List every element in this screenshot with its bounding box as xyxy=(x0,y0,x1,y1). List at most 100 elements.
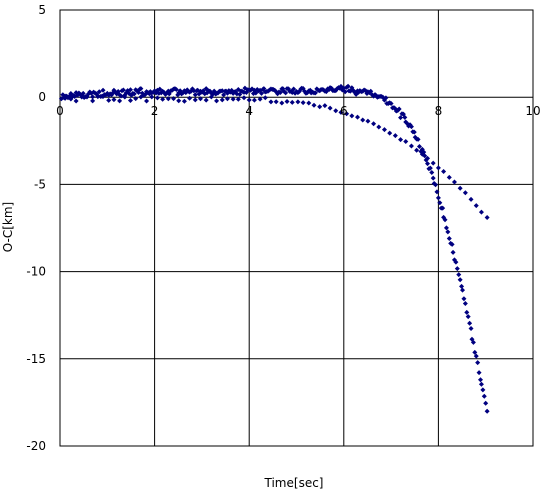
data-point xyxy=(462,301,468,307)
data-point xyxy=(122,94,128,100)
data-point xyxy=(443,225,449,231)
data-point xyxy=(118,93,124,99)
data-point xyxy=(284,99,290,105)
data-point xyxy=(291,86,297,92)
y-axis-title: O-C[km] xyxy=(1,202,15,253)
data-point xyxy=(96,89,102,95)
data-point xyxy=(481,393,487,399)
data-point xyxy=(300,100,306,106)
data-point xyxy=(246,97,252,103)
data-point xyxy=(484,215,490,221)
data-point xyxy=(165,96,171,102)
data-point xyxy=(468,196,474,202)
data-point xyxy=(402,114,408,120)
data-point xyxy=(230,96,236,102)
data-point xyxy=(477,377,483,383)
data-point xyxy=(312,90,318,96)
x-tick-label: 6 xyxy=(340,104,348,118)
data-point xyxy=(383,95,389,101)
data-point xyxy=(251,97,257,103)
data-point xyxy=(388,100,394,106)
data-point xyxy=(100,87,106,93)
data-point xyxy=(480,387,486,393)
data-point xyxy=(125,88,131,94)
data-point xyxy=(235,96,241,102)
data-point xyxy=(396,106,402,112)
data-point xyxy=(398,115,404,121)
data-point xyxy=(454,266,460,272)
data-point xyxy=(425,161,431,167)
data-point xyxy=(408,143,414,149)
data-point xyxy=(427,165,433,171)
data-point xyxy=(187,95,193,101)
data-point xyxy=(415,136,421,142)
data-point xyxy=(387,130,393,136)
data-point xyxy=(376,124,382,130)
data-point xyxy=(181,98,187,104)
data-point xyxy=(311,102,317,108)
data-point xyxy=(333,108,339,114)
data-point xyxy=(430,175,436,181)
data-point xyxy=(365,118,371,124)
data-point xyxy=(224,96,230,102)
y-tick-labels: 5 0 -5 -10 -15 -20 xyxy=(26,3,46,453)
data-point xyxy=(258,90,264,96)
data-point xyxy=(381,127,387,133)
data-point xyxy=(483,400,489,406)
data-point xyxy=(279,100,285,106)
data-point xyxy=(467,320,473,326)
data-point xyxy=(208,94,214,100)
data-point xyxy=(459,283,465,289)
y-tick-label: -15 xyxy=(26,352,46,366)
data-point xyxy=(219,97,225,103)
data-point xyxy=(398,137,404,143)
x-tick-label: 4 xyxy=(245,104,253,118)
y-tick-label: -20 xyxy=(26,439,46,453)
x-tick-label: 2 xyxy=(151,104,159,118)
data-point xyxy=(133,96,139,102)
y-tick-label: 5 xyxy=(38,3,46,17)
data-point xyxy=(419,151,425,157)
data-point xyxy=(79,94,85,100)
x-tick-labels: 0 2 4 6 8 10 xyxy=(56,104,540,118)
data-point xyxy=(191,88,197,94)
x-tick-label: 10 xyxy=(525,104,540,118)
data-points xyxy=(58,83,490,414)
data-point xyxy=(127,98,133,104)
data-point xyxy=(344,111,350,117)
data-point xyxy=(322,103,328,109)
data-point xyxy=(441,168,447,174)
data-point xyxy=(90,94,96,100)
data-point xyxy=(470,339,476,345)
data-point xyxy=(445,229,451,235)
data-point xyxy=(192,97,198,103)
data-point xyxy=(371,121,377,127)
data-point xyxy=(414,147,420,153)
data-point xyxy=(138,94,144,100)
data-point xyxy=(484,408,490,414)
data-point xyxy=(450,249,456,255)
data-point xyxy=(472,349,478,355)
x-tick-label: 8 xyxy=(435,104,443,118)
data-point xyxy=(106,97,112,103)
data-point xyxy=(392,133,398,139)
data-point xyxy=(338,109,344,115)
data-point xyxy=(111,97,117,103)
data-point xyxy=(349,113,355,119)
data-point xyxy=(327,105,333,111)
data-point xyxy=(117,98,123,104)
data-point xyxy=(176,98,182,104)
plot-area xyxy=(59,9,534,447)
data-point xyxy=(425,155,431,161)
data-point xyxy=(446,174,452,180)
data-point xyxy=(403,138,409,144)
data-point xyxy=(457,277,463,283)
data-point xyxy=(451,179,457,185)
data-point xyxy=(473,353,479,359)
data-point xyxy=(468,325,474,331)
data-point xyxy=(453,259,459,265)
data-point xyxy=(68,96,74,102)
data-point xyxy=(473,203,479,209)
